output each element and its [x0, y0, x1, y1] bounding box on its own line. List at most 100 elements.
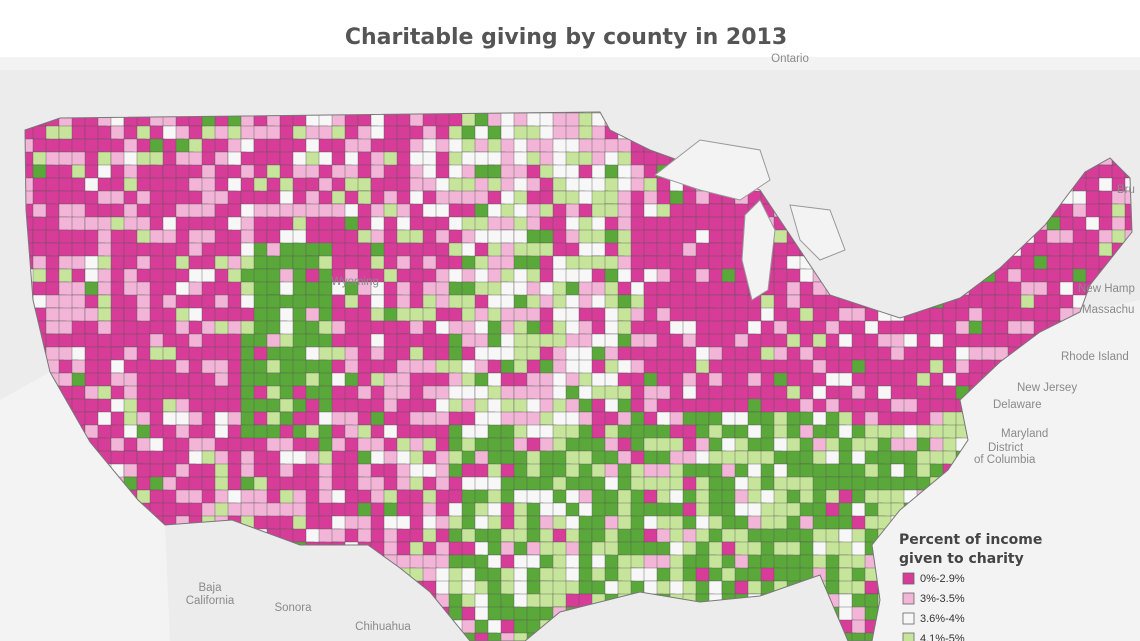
county: [71, 307, 86, 323]
county: [565, 164, 580, 180]
county: [773, 567, 790, 582]
county: [253, 489, 270, 505]
county: [396, 398, 412, 414]
county: [71, 268, 86, 285]
county: [461, 606, 476, 622]
county: [513, 632, 530, 641]
county: [656, 281, 672, 296]
county: [851, 619, 868, 636]
county: [149, 190, 164, 207]
place-label: of Columbia: [974, 454, 1036, 466]
lake-superior: [653, 139, 771, 201]
county: [812, 294, 828, 309]
county: [669, 268, 684, 283]
place-label: Chihuahua: [355, 621, 411, 633]
county: [240, 138, 255, 155]
county: [487, 567, 502, 582]
county: [565, 359, 581, 376]
place-label: Rhode Island: [1061, 351, 1129, 363]
county: [578, 385, 593, 401]
county: [266, 502, 282, 518]
county: [136, 476, 153, 492]
county: [435, 385, 451, 402]
place-label: Sonora: [274, 602, 312, 614]
legend-label: 3.6%-4%: [920, 613, 965, 625]
county: [383, 190, 399, 205]
county: [526, 606, 542, 622]
legend: Percent of income given to charity 0%-2.…: [899, 532, 1042, 641]
county: [552, 502, 568, 517]
county: [656, 346, 673, 361]
legend-label: 4.1%-5%: [920, 633, 965, 641]
county: [487, 125, 502, 142]
county: [695, 255, 710, 272]
county: [487, 255, 504, 270]
county: [604, 346, 621, 361]
county: [175, 294, 191, 311]
county: [71, 164, 87, 179]
county: [266, 268, 283, 285]
county: [812, 320, 828, 337]
county: [188, 177, 205, 193]
county: [487, 359, 502, 374]
county: [643, 151, 660, 166]
county: [500, 541, 516, 556]
county: [617, 437, 633, 452]
county: [513, 164, 529, 181]
county: [58, 372, 75, 389]
county: [461, 216, 477, 233]
county: [435, 580, 450, 597]
county: [591, 281, 607, 298]
county: [617, 502, 632, 517]
county: [331, 463, 346, 479]
county: [396, 476, 413, 491]
county: [396, 164, 413, 179]
county: [383, 450, 400, 465]
county: [305, 398, 322, 413]
county: [71, 229, 86, 245]
county: [539, 203, 556, 218]
county: [942, 346, 957, 361]
county: [110, 294, 127, 309]
county: [266, 203, 281, 219]
lake-huron: [789, 204, 846, 261]
county: [461, 398, 477, 414]
county: [838, 632, 857, 641]
county: [578, 359, 595, 375]
county: [357, 255, 373, 272]
county: [227, 255, 242, 271]
county: [227, 502, 243, 517]
county: [838, 450, 854, 465]
county: [292, 281, 307, 297]
county: [422, 229, 438, 246]
county: [448, 450, 465, 467]
county: [591, 268, 607, 284]
place-label: New Hamp: [1078, 283, 1135, 295]
county: [604, 281, 620, 296]
county: [851, 398, 868, 413]
county: [149, 320, 166, 335]
county: [487, 164, 503, 179]
county: [578, 398, 593, 413]
county: [682, 281, 697, 298]
county: [643, 203, 659, 218]
county: [201, 268, 216, 283]
county: [669, 528, 686, 545]
county: [747, 398, 762, 413]
county: [409, 424, 424, 441]
county: [578, 229, 595, 245]
county: [305, 177, 320, 192]
county: [669, 515, 684, 532]
county: [890, 398, 907, 413]
county: [942, 372, 957, 387]
county: [149, 216, 165, 233]
lake-michigan: [741, 199, 776, 301]
county: [578, 450, 593, 467]
county: [474, 489, 491, 505]
county: [175, 216, 192, 232]
county: [474, 632, 498, 641]
place-label: California: [186, 595, 235, 607]
county: [71, 125, 86, 142]
county: [253, 242, 270, 258]
